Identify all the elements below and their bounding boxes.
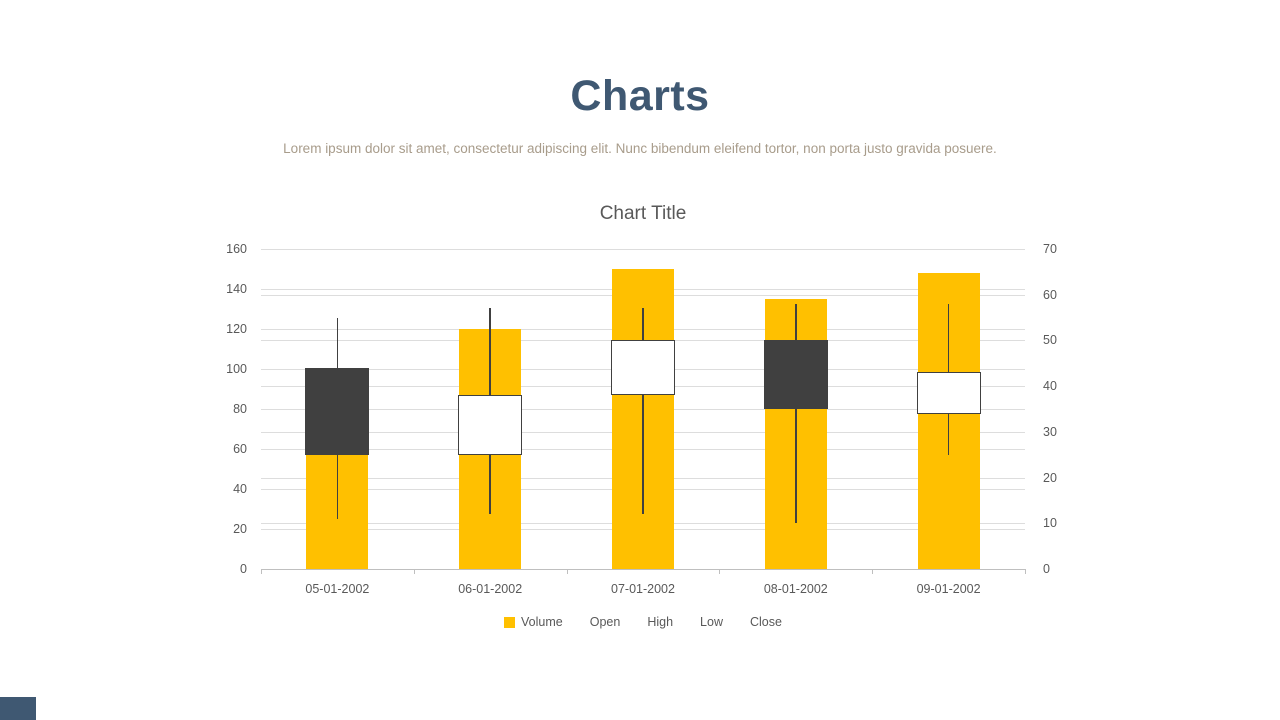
right-axis-tick-label: 10 [1043,516,1057,531]
left-axis-tick-label: 80 [233,401,247,416]
candle-body-down[interactable] [763,340,828,409]
candle-wick [795,303,797,524]
left-axis-tick-label: 140 [226,281,247,296]
left-axis-tick-label: 0 [240,561,247,576]
left-axis-tick-label: 160 [226,241,247,256]
candle-body-up[interactable] [916,372,981,414]
x-axis-label: 07-01-2002 [611,582,675,596]
x-axis-tick [566,569,568,574]
legend-label: Close [749,615,782,629]
candle-body-up[interactable] [611,340,675,396]
x-axis-label: 09-01-2002 [916,582,981,596]
right-axis-tick-label: 60 [1043,287,1057,302]
left-axis-tick-label: 40 [233,481,247,496]
right-axis-tick-label: 30 [1043,424,1057,439]
candle-body-down[interactable] [305,367,370,455]
legend-label: High [647,615,674,629]
x-axis-tick [719,569,721,574]
legend-label: Volume [521,615,563,629]
left-axis-tick-label: 20 [233,521,247,536]
x-axis-label: 06-01-2002 [458,582,523,596]
chart-plot-area: 0 20 40 60 80 100 120 140 160 0 10 20 30 40 50 60 70 05-0… [226,243,1057,596]
x-axis-line [261,569,1025,570]
chart-title[interactable]: Chart Title [599,203,687,224]
candle-body-up[interactable] [458,395,523,455]
x-axis-label: 08-01-2002 [763,582,828,596]
legend-label: Open [589,615,621,629]
left-axis-tick-label: 60 [233,441,247,456]
x-axis-tick [872,569,874,574]
legend-item-high[interactable]: High [647,615,673,629]
legend-item-volume[interactable]: Volume [504,615,563,629]
legend-item-low[interactable]: Low [700,615,723,629]
legend-label: Low [700,615,723,629]
left-axis-tick-label: 120 [226,321,247,336]
right-axis-tick-label: 50 [1043,333,1057,348]
page-title[interactable]: Charts [570,72,710,120]
x-axis-label: 05-01-2002 [305,582,370,596]
right-axis-tick-label: 0 [1043,561,1050,576]
x-axis-tick [1025,569,1026,574]
gridline-right-axis [261,249,1025,250]
x-axis-tick [261,569,262,574]
chart-legend: Volume Open High Low Close [261,611,1025,633]
accent-bar [0,697,36,720]
legend-item-close[interactable]: Close [750,615,782,629]
right-axis-tick-label: 70 [1043,241,1057,256]
x-axis-tick [413,569,415,574]
right-axis-tick-label: 20 [1043,470,1057,485]
candle-wick [642,308,644,515]
right-axis-tick-label: 40 [1043,378,1057,393]
volume-legend-swatch [504,616,516,628]
left-axis-tick-label: 100 [226,361,247,376]
page-subtitle[interactable]: Lorem ipsum dolor sit amet, consectetur … [283,141,997,156]
legend-item-open[interactable]: Open [590,615,621,629]
